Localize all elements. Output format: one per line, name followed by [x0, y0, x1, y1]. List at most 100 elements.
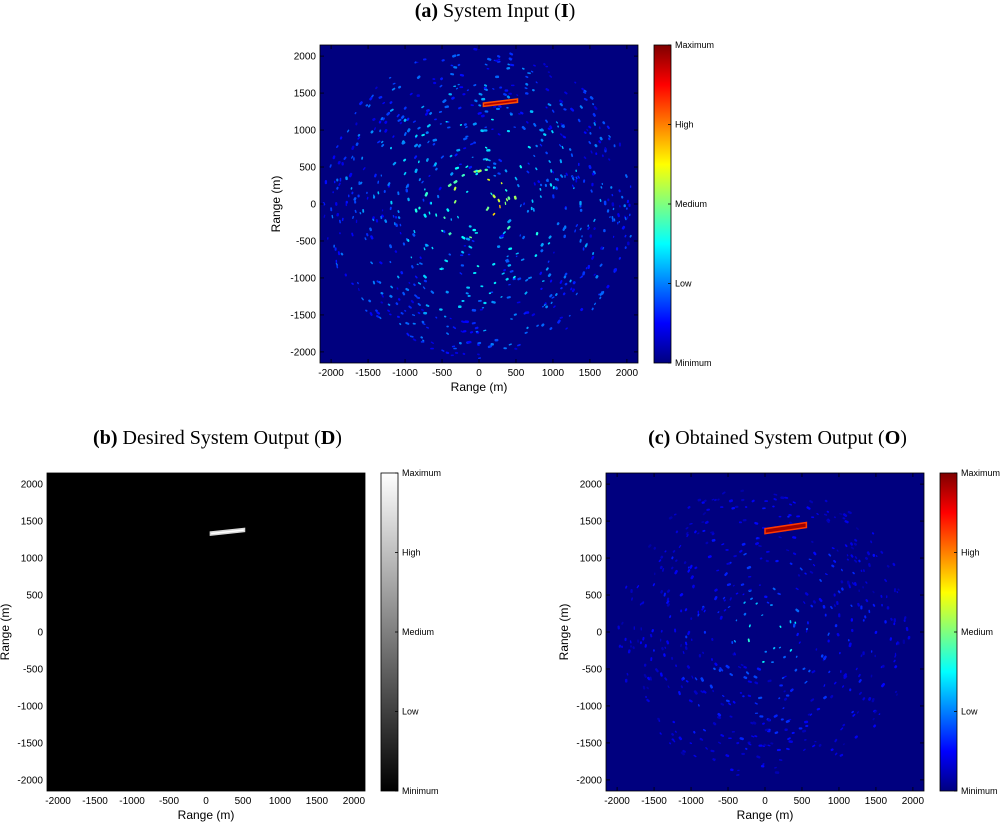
panel-c-clutter-mark — [816, 512, 819, 516]
panel-c-clutter-mark — [694, 566, 698, 570]
panel-a-clutter-mark — [562, 292, 566, 296]
panel-c-clutter-mark — [843, 673, 847, 678]
panel-c-clutter-mark — [687, 566, 690, 569]
panel-c-clutter-mark — [872, 709, 876, 713]
panel-a-clutter-mark — [380, 117, 384, 121]
panel-a-clutter-mark — [551, 109, 555, 113]
panel-a-clutter-mark — [465, 165, 469, 168]
panel-a-clutter-mark — [517, 277, 522, 281]
panel-a-clutter-mark — [452, 54, 457, 58]
panel-a-clutter-mark — [478, 92, 483, 96]
panel-c-x-tick-label: 1500 — [865, 796, 888, 807]
panel-c-clutter-mark — [803, 748, 806, 752]
panel-a-clutter-mark — [416, 75, 421, 80]
panel-a-clutter-mark — [539, 128, 543, 132]
panel-a-clutter-mark — [381, 294, 384, 298]
panel-c-clutter-mark — [667, 685, 670, 689]
panel-a-clutter-mark — [470, 142, 474, 146]
panel-a-clutter-mark — [602, 247, 605, 250]
panel-c-clutter-mark — [732, 584, 735, 587]
panel-c-clutter-mark — [880, 682, 886, 688]
panel-a-clutter-mark — [608, 135, 611, 138]
panel-c-clutter-mark — [773, 714, 778, 718]
panel-a-clutter-mark — [405, 321, 410, 325]
panel-b-colorbar-label: Medium — [402, 627, 434, 637]
panel-c-clutter-mark — [789, 521, 793, 525]
panel-c-clutter-mark — [778, 646, 782, 649]
panel-c-clutter-mark — [818, 743, 822, 747]
panel-c-y-tick-label: 1500 — [580, 517, 603, 528]
panel-c-clutter-mark — [795, 608, 800, 613]
panel-b-colorbar-label: High — [402, 548, 421, 558]
panel-a-x-tick-label: -1000 — [392, 368, 418, 379]
panel-c-clutter-mark — [702, 728, 707, 732]
panel-a-clutter-mark — [409, 335, 414, 338]
panel-c-clutter-mark — [754, 521, 759, 525]
panel-c-clutter-mark — [688, 699, 693, 703]
panel-c-clutter-mark — [735, 592, 739, 595]
panel-a-target — [482, 98, 519, 108]
panel-a-clutter-mark — [387, 303, 391, 306]
panel-a-clutter-mark — [477, 169, 482, 173]
panel-a-clutter-mark — [582, 91, 587, 94]
panel-a-clutter-mark — [525, 121, 529, 124]
panel-c-clutter-mark — [828, 670, 831, 674]
panel-c-clutter-mark — [851, 582, 855, 585]
panel-a-clutter-mark — [500, 234, 505, 238]
panel-a-clutter-mark — [519, 204, 522, 208]
panel-a-clutter-mark — [507, 225, 511, 230]
panel-a-clutter-mark — [483, 87, 488, 91]
panel-c-clutter-mark — [850, 546, 855, 550]
panel-b-x-tick-label: 1000 — [269, 796, 292, 807]
panel-a-clutter-mark — [389, 244, 393, 249]
panel-a-clutter-mark — [369, 312, 373, 316]
panel-a-clutter-mark — [580, 275, 584, 278]
panel-a-clutter-mark — [417, 143, 422, 148]
panel-c-clutter-mark — [755, 541, 760, 546]
panel-a-clutter-mark — [433, 162, 437, 167]
panel-c-y-tick-label: -500 — [582, 664, 602, 675]
panel-c-x-tick-label: 500 — [794, 796, 811, 807]
panel-c-clutter-mark — [694, 677, 698, 681]
panel-c-clutter-mark — [726, 583, 732, 587]
panel-a-clutter-mark — [421, 308, 424, 312]
panel-c-clutter-mark — [858, 673, 861, 678]
panel-a-clutter-mark — [428, 174, 431, 177]
panel-c-clutter-mark — [845, 544, 848, 548]
panel-a-clutter-mark — [611, 218, 615, 222]
panel-c-clutter-mark — [804, 680, 808, 684]
panel-a-clutter-mark — [515, 252, 519, 255]
panel-c-clutter-mark — [779, 625, 782, 628]
panel-a-clutter-mark — [417, 282, 422, 285]
panel-c-clutter-mark — [682, 676, 685, 680]
panel-a-clutter-mark — [548, 235, 552, 239]
panel-a-clutter-mark — [543, 62, 546, 66]
panel-a-clutter-mark — [492, 194, 496, 199]
panel-a-x-tick-label: 1000 — [542, 368, 565, 379]
panel-c-clutter-mark — [686, 534, 689, 538]
panel-a-y-axis-label: Range (m) — [269, 176, 283, 233]
panel-a-clutter-mark — [406, 332, 410, 337]
panel-a-clutter-mark — [372, 117, 376, 121]
panel-a-clutter-mark — [400, 115, 405, 119]
panel-a-clutter-mark — [422, 339, 425, 342]
panel-a-clutter-mark — [583, 131, 587, 134]
panel-c-clutter-mark — [865, 581, 868, 584]
panel-a-clutter-mark — [487, 345, 493, 349]
panel-c-clutter-mark — [855, 667, 858, 671]
panel-c-clutter-mark — [733, 652, 737, 656]
panel-a-clutter-mark — [461, 250, 465, 254]
panel-c-clutter-mark — [646, 686, 649, 690]
panel-c-clutter-mark — [659, 672, 663, 677]
panel-a-clutter-mark — [591, 255, 595, 260]
panel-c-clutter-mark — [754, 681, 759, 685]
panel-a-colorbar-label: Medium — [675, 199, 707, 209]
panel-a-clutter-mark — [560, 123, 564, 126]
panel-c-clutter-mark — [886, 564, 890, 568]
panel-a-clutter-mark — [373, 127, 376, 131]
panel-c-clutter-mark — [824, 573, 828, 576]
panel-a-clutter-mark — [544, 302, 547, 305]
panel-c-x-tick-label: -1500 — [641, 796, 667, 807]
panel-c-clutter-mark — [789, 503, 793, 506]
panel-a-clutter-mark — [357, 133, 361, 137]
